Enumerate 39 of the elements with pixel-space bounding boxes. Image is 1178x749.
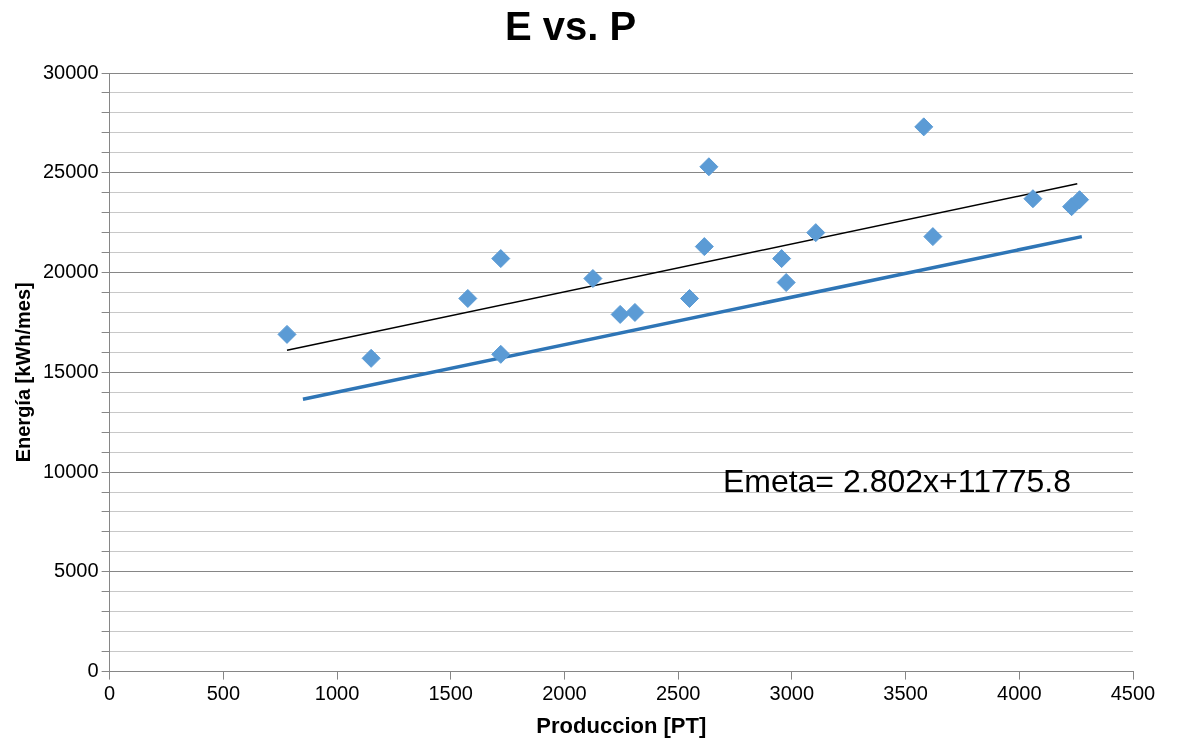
point: [361, 348, 381, 368]
y-tick-label: 20000: [42, 260, 99, 283]
point: [491, 344, 511, 364]
x-tick-label: 1500: [428, 682, 473, 705]
x-tick-label: 500: [206, 682, 241, 705]
point: [491, 249, 511, 269]
point: [923, 227, 943, 247]
x-tick-label: 2000: [542, 682, 587, 705]
point: [680, 288, 700, 308]
x-tick-label: 3000: [769, 682, 815, 705]
y-tick-label: 30000: [42, 60, 99, 83]
point: [1070, 190, 1090, 210]
point: [625, 302, 645, 322]
point: [699, 157, 719, 177]
y-tick-label: 5000: [54, 559, 99, 582]
chart-title: E vs. P: [504, 4, 637, 49]
y-tick-label: 10000: [42, 459, 99, 482]
point: [277, 324, 297, 344]
annotation: Emeta= 2.802x+11775.8: [722, 462, 1071, 499]
x-tick-label: 4000: [997, 682, 1042, 705]
x-tick-label: 0: [104, 682, 116, 705]
x-tick-label: 4500: [1110, 682, 1156, 705]
x-tick-label: 3500: [883, 682, 928, 705]
y-tick-label: 25000: [42, 160, 99, 183]
point: [772, 249, 792, 269]
x-tick-label: 2500: [655, 682, 701, 705]
point: [458, 288, 478, 308]
y-axis-title: Energía [kWh/mes]: [11, 282, 34, 463]
x-tick-label: 1000: [314, 682, 360, 705]
point: [694, 237, 714, 257]
point: [1023, 189, 1043, 209]
point: [806, 223, 826, 243]
point: [776, 273, 796, 293]
y-tick-label: 0: [87, 659, 99, 682]
x-axis-title: Produccion [PT]: [536, 712, 707, 738]
point: [914, 117, 934, 137]
point: [583, 269, 603, 289]
point: [610, 304, 630, 324]
y-tick-label: 15000: [42, 359, 99, 382]
